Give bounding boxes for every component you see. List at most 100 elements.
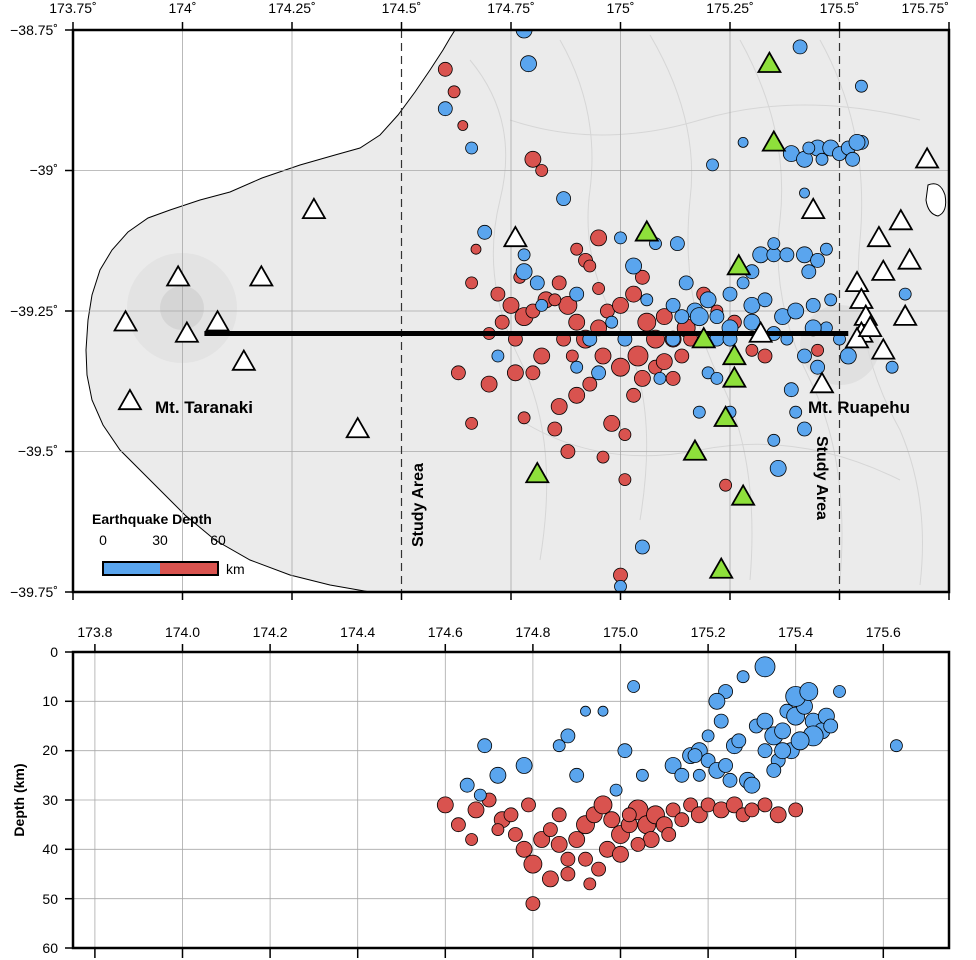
section-earthquake-shallow-marker (627, 680, 640, 693)
earthquake-deep-marker (535, 164, 549, 177)
earthquake-shallow-marker (783, 382, 799, 398)
earthquake-shallow-marker (699, 291, 717, 309)
section-earthquake-shallow-marker (718, 758, 733, 773)
section-earthquake-shallow-marker (477, 738, 493, 754)
station-green-triangle (730, 483, 756, 506)
section-x-tick-label: 175.0 (603, 624, 638, 640)
section-earthquake-deep-marker (591, 861, 606, 877)
earthquake-shallow-marker (614, 231, 627, 245)
earthquake-shallow-marker (570, 360, 584, 374)
earthquake-shallow-marker (515, 263, 533, 281)
station-white-triangle (165, 264, 191, 287)
section-earthquake-shallow-marker (774, 742, 791, 760)
station-white-triangle (113, 309, 139, 332)
section-earthquake-deep-marker (593, 795, 613, 815)
legend-tick-60: 60 (210, 532, 226, 548)
earthquake-shallow-marker (465, 141, 479, 155)
earthquake-shallow-marker (653, 371, 667, 385)
lon-tick-label: 174.25˚ (268, 0, 315, 16)
section-earthquake-deep-marker (621, 807, 637, 823)
earthquake-shallow-marker (797, 421, 812, 437)
station-green-triangle (708, 556, 734, 579)
earthquake-shallow-marker (535, 298, 549, 312)
earthquake-deep-marker (635, 269, 650, 285)
section-y-axis-label: Depth (km) (11, 763, 27, 836)
earthquake-shallow-marker (520, 55, 537, 73)
section-earthquake-deep-marker (543, 822, 558, 837)
earthquake-deep-marker (551, 275, 567, 291)
earthquake-deep-marker (582, 376, 598, 392)
earthquake-deep-marker (590, 229, 607, 247)
map-lat-tick-labels: −38.75˚ −39˚ −39.25˚ −39.5˚ −39.75˚ (10, 22, 58, 600)
section-earthquake-shallow-marker (552, 739, 566, 753)
earthquake-shallow-marker (885, 360, 899, 374)
lon-tick-label: 175.25˚ (706, 0, 753, 16)
earthquake-shallow-marker (792, 39, 808, 55)
legend-bar-deep (160, 562, 218, 575)
earthquake-shallow-marker (529, 275, 545, 291)
section-earthquake-shallow-marker (731, 733, 747, 749)
earthquake-shallow-marker (556, 191, 571, 207)
section-earthquake-shallow-marker (459, 777, 475, 793)
station-white-triangle (888, 208, 914, 231)
earthquake-shallow-marker (767, 237, 781, 251)
section-frame-ticks (65, 644, 885, 958)
station-green-triangle (524, 461, 550, 484)
earthquake-deep-marker (613, 567, 628, 583)
lat-tick-label: −39.5˚ (18, 443, 58, 459)
station-green-triangle (691, 326, 717, 349)
lon-tick-label: 175.75˚ (902, 0, 949, 16)
section-earthquake-deep-marker (521, 797, 536, 813)
section-earthquake-shallow-marker (823, 718, 839, 734)
section-earthquake-deep-marker (642, 831, 660, 848)
legend-unit: km (226, 561, 245, 577)
section-earthquake-shallow-marker (473, 788, 487, 802)
earthquake-deep-marker (655, 353, 673, 371)
lon-tick-label: 174.75˚ (487, 0, 534, 16)
section-x-tick-label: 174.6 (428, 624, 463, 640)
station-white-triangle (857, 315, 883, 338)
lake (925, 183, 947, 217)
map-earthquakes-shallow (437, 30, 912, 592)
section-earthquake-shallow-marker (799, 682, 819, 701)
earthquake-deep-marker (674, 348, 690, 364)
section-earthquake-shallow-marker (757, 743, 773, 759)
section-earthquake-shallow-marker (756, 712, 774, 730)
earthquake-deep-marker (480, 375, 498, 393)
earthquake-deep-marker (447, 85, 461, 99)
section-earthquake-deep-marker (661, 827, 677, 842)
earthquake-shallow-marker (674, 309, 690, 325)
earthquake-deep-marker (626, 387, 641, 403)
section-earthquakes-deep (436, 792, 804, 911)
earthquake-shallow-marker (640, 293, 654, 307)
section-earthquake-deep-marker (612, 845, 629, 863)
map-stations-green (524, 50, 787, 579)
map-grid (73, 30, 949, 592)
earthquake-deep-marker (594, 347, 612, 365)
section-earthquake-shallow-marker (580, 705, 591, 717)
depth-legend: Earthquake Depth 0 30 60 km (92, 511, 245, 577)
earthquake-deep-marker (603, 414, 621, 432)
earthquake-shallow-marker (799, 187, 810, 199)
section-x-tick-label: 174.8 (515, 624, 550, 640)
earthquake-shallow-marker (709, 309, 725, 325)
section-earthquake-shallow-marker (722, 772, 738, 788)
section-earthquake-deep-marker (630, 837, 646, 852)
section-earthquake-deep-marker (533, 831, 551, 848)
earthquake-deep-marker (548, 293, 562, 307)
section-y-tick-label: 30 (42, 792, 58, 808)
section-y-tick-label: 10 (42, 693, 58, 709)
section-earthquake-deep-marker (436, 796, 454, 814)
earthquake-shallow-marker (692, 405, 706, 419)
earthquake-shallow-marker (767, 433, 781, 447)
section-y-tick-label: 50 (42, 891, 58, 907)
section-earthquake-deep-marker (560, 866, 576, 882)
lon-tick-label: 173.75˚ (49, 0, 96, 16)
section-y-tick-label: 20 (42, 742, 58, 758)
earthquake-shallow-marker (810, 252, 825, 268)
earthquake-shallow-marker (855, 79, 868, 93)
earthquake-shallow-marker (678, 275, 694, 291)
station-white-triangle (301, 197, 327, 219)
earthquake-deep-marker (612, 296, 629, 314)
